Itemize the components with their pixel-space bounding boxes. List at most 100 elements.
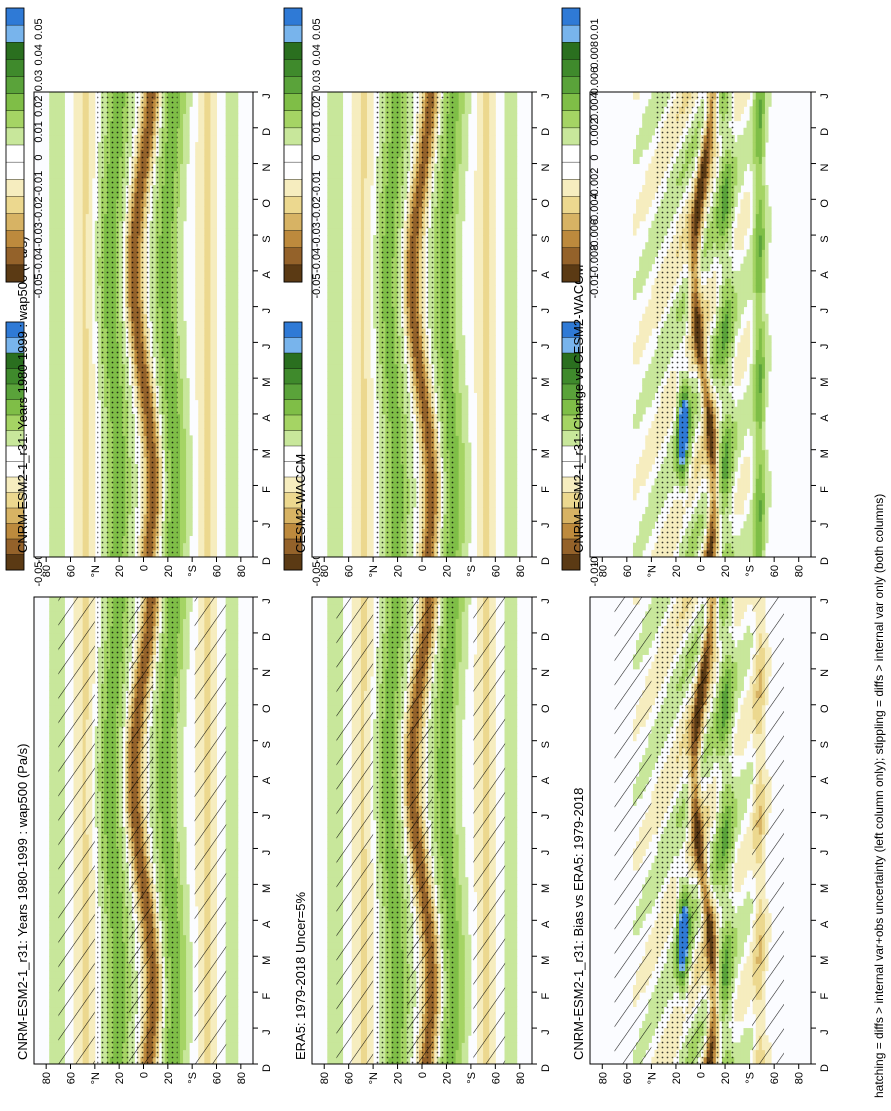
field-cell: [180, 790, 184, 799]
field-cell: [55, 263, 59, 272]
field-cell: [231, 805, 236, 814]
field-cell: [76, 399, 81, 408]
field-cell: [55, 611, 59, 620]
field-cell: [61, 113, 65, 122]
field-cell: [82, 177, 87, 186]
field-cell: [79, 227, 84, 236]
field-cell: [186, 618, 190, 627]
field-cell: [61, 320, 65, 329]
field-cell: [82, 113, 87, 122]
field-cell: [49, 406, 53, 415]
field-cell: [55, 862, 59, 871]
field-cell: [73, 464, 78, 472]
field-cell: [82, 485, 87, 494]
field-cell: [234, 625, 239, 634]
field-cell: [61, 349, 65, 358]
field-cell: [91, 471, 96, 479]
field-cell: [55, 769, 59, 778]
field-cell: [228, 647, 233, 655]
field-cell: [76, 263, 81, 272]
field-cell: [55, 747, 59, 756]
field-cell: [234, 1042, 239, 1051]
field-cell: [52, 392, 56, 401]
field-cell: [61, 363, 65, 372]
field-cell: [186, 884, 190, 893]
field-cell: [61, 199, 65, 207]
field-cell: [76, 385, 81, 393]
field-cell: [58, 535, 62, 544]
field-cell: [176, 690, 181, 699]
field-cell: [85, 442, 90, 451]
field-cell: [82, 163, 87, 172]
field-cell: [234, 1028, 239, 1036]
field-cell: [91, 163, 96, 172]
field-cell: [91, 492, 96, 501]
field-cell: [52, 819, 56, 828]
field-cell: [176, 676, 181, 684]
field-cell: [49, 170, 53, 179]
field-cell: [58, 492, 62, 501]
field-cell: [76, 192, 81, 200]
field-cell: [76, 406, 81, 415]
field-cell: [180, 977, 184, 986]
field-cell: [52, 941, 56, 950]
field-cell: [189, 1028, 193, 1036]
field-cell: [231, 776, 236, 785]
field-cell: [228, 690, 233, 699]
field-cell: [85, 542, 90, 551]
field-cell: [82, 363, 87, 372]
panel-b: 80 60 °N 20 0 20 °S 60 80DJFMAMJJASONDJCNRM-ESM2…: [5, 7, 273, 577]
field-cell: [82, 242, 87, 250]
month-tick-label: S: [261, 741, 273, 748]
field-cell: [79, 149, 84, 157]
field-cell: [61, 134, 65, 143]
field-cell: [183, 913, 187, 921]
field-cell: [91, 514, 96, 522]
field-cell: [61, 235, 65, 243]
field-cell: [183, 841, 187, 849]
field-cell: [234, 941, 239, 950]
field-cell: [52, 442, 56, 451]
field-cell: [183, 855, 187, 864]
field-cell: [55, 920, 59, 928]
field-cell: [58, 342, 62, 351]
field-cell: [52, 790, 56, 799]
field-cell: [49, 270, 53, 279]
field-cell: [73, 213, 78, 222]
field-cell: [234, 632, 239, 641]
field-cell: [231, 632, 236, 641]
field-cell: [88, 242, 93, 250]
field-cell: [82, 464, 87, 472]
field-cell: [58, 263, 62, 272]
field-cell: [55, 1028, 59, 1036]
field-cell: [228, 719, 233, 727]
field-cell: [183, 625, 187, 634]
field-cell: [88, 378, 93, 386]
field-cell: [73, 413, 78, 422]
field-cell: [61, 242, 65, 250]
field-cell: [73, 163, 78, 172]
field-cell: [82, 220, 87, 229]
field-cell: [180, 984, 184, 993]
field-cell: [228, 877, 233, 885]
field-cell: [52, 292, 56, 300]
field-cell: [55, 1013, 59, 1022]
field-cell: [228, 927, 233, 936]
field-cell: [52, 306, 56, 315]
field-cell: [49, 278, 53, 286]
field-cell: [73, 134, 78, 143]
field-cell: [73, 149, 78, 157]
field-cell: [231, 1056, 236, 1065]
field-cell: [183, 963, 187, 972]
field-cell: [49, 927, 53, 936]
field-cell: [85, 456, 90, 465]
field-cell: [52, 898, 56, 907]
field-cell: [85, 163, 90, 172]
field-cell: [55, 163, 59, 172]
field-cell: [234, 711, 239, 720]
field-cell: [176, 855, 181, 864]
field-cell: [180, 1013, 184, 1022]
field-cell: [91, 521, 96, 529]
field-cell: [49, 884, 53, 893]
field-cell: [58, 514, 62, 522]
